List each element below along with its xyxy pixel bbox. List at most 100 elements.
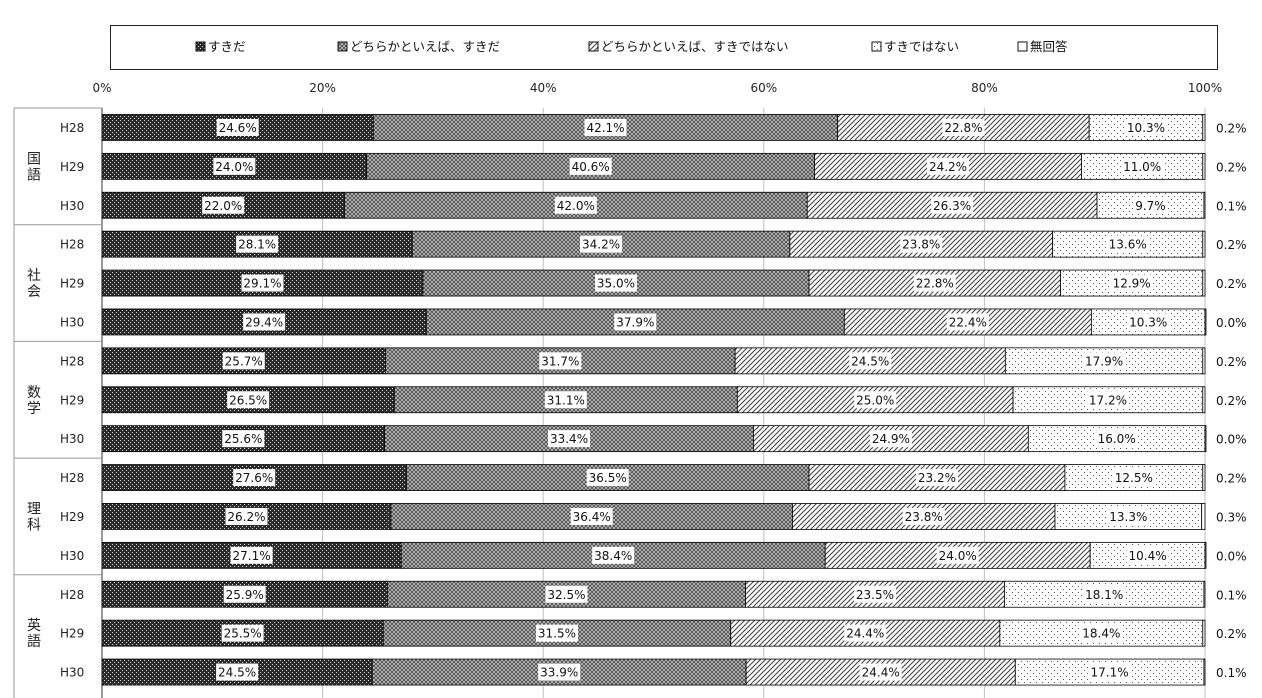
- data-label: 26.2%: [227, 510, 265, 524]
- data-label: 31.1%: [547, 393, 585, 407]
- data-label: 31.5%: [538, 627, 576, 641]
- data-label-bg: [213, 157, 256, 175]
- data-label-bg: [1088, 663, 1131, 681]
- data-label: 32.5%: [547, 588, 585, 602]
- data-label: 29.1%: [243, 277, 281, 291]
- data-label: 36.4%: [573, 510, 611, 524]
- data-label-outside: 0.3%: [1216, 510, 1247, 524]
- legend-swatch: [588, 41, 599, 52]
- data-label: 37.9%: [616, 315, 654, 329]
- data-label: 23.8%: [905, 510, 943, 524]
- data-label-bg: [548, 430, 591, 448]
- data-label-bg: [233, 469, 276, 487]
- data-label: 34.2%: [582, 238, 620, 252]
- data-label-bg: [230, 546, 273, 564]
- data-label-bg: [844, 624, 887, 642]
- data-label: 17.2%: [1089, 393, 1127, 407]
- data-label-bg: [538, 663, 581, 681]
- data-label-bg: [1126, 546, 1169, 564]
- data-label-bg: [1083, 352, 1126, 370]
- data-label-outside: 0.1%: [1216, 666, 1247, 680]
- data-label: 27.1%: [233, 549, 271, 563]
- data-label-outside: 0.2%: [1216, 394, 1247, 408]
- data-label-outside: 0.1%: [1216, 199, 1247, 213]
- data-label-outside: 0.2%: [1216, 472, 1247, 486]
- data-label-bg: [216, 663, 259, 681]
- data-label-bg: [869, 430, 912, 448]
- data-label-outside: 0.0%: [1216, 433, 1247, 447]
- data-label-bg: [544, 391, 587, 409]
- data-label-bg: [539, 352, 582, 370]
- row-year-label: H29: [60, 160, 84, 174]
- bars: 24.6% 42.1% 22.8% 10.3% 0.2% 24.0% 40.6% 24.2% 1…: [101, 114, 1247, 686]
- row-year-label: H30: [60, 199, 84, 213]
- bar-segment: [1204, 308, 1207, 336]
- data-label-bg: [1107, 507, 1150, 525]
- data-label: 13.6%: [1109, 238, 1147, 252]
- data-label: 25.0%: [856, 393, 894, 407]
- data-label: 23.2%: [918, 471, 956, 485]
- legend-swatch: [871, 41, 882, 52]
- data-label: 24.0%: [939, 549, 977, 563]
- data-label-bg: [216, 118, 259, 136]
- data-label-bg: [1106, 235, 1149, 253]
- data-label-bg: [223, 585, 266, 603]
- data-label: 10.3%: [1127, 121, 1165, 135]
- x-tick-label: 20%: [309, 81, 336, 95]
- data-label: 22.0%: [204, 199, 242, 213]
- data-label-outside: 0.1%: [1216, 588, 1247, 602]
- data-label: 17.9%: [1085, 354, 1123, 368]
- data-label-bg: [580, 235, 623, 253]
- data-label: 24.4%: [846, 627, 884, 641]
- data-label: 26.3%: [933, 199, 971, 213]
- data-label-bg: [942, 118, 985, 136]
- subject-label: 国語: [27, 151, 41, 183]
- row-year-label: H28: [60, 471, 84, 485]
- data-label: 24.9%: [872, 432, 910, 446]
- legend-label: どちらかといえば、すきだ: [350, 39, 500, 54]
- data-label-bg: [946, 313, 989, 331]
- data-label: 35.0%: [597, 277, 635, 291]
- data-label-bg: [913, 274, 956, 292]
- data-label-outside: 0.2%: [1216, 355, 1247, 369]
- row-year-label: H28: [60, 121, 84, 135]
- data-label-outside: 0.2%: [1216, 160, 1247, 174]
- data-label: 31.7%: [541, 354, 579, 368]
- data-label: 22.4%: [949, 315, 987, 329]
- data-label: 12.5%: [1115, 471, 1153, 485]
- data-label-outside: 0.2%: [1216, 121, 1247, 135]
- bar-segment: [1027, 425, 1206, 453]
- row-labels: H28 H29 H30 H28 H29 H30 H28 H29 H30 H28 H29 H30 H28 H…: [27, 121, 84, 680]
- bar-segment: [1202, 230, 1206, 258]
- data-label-outside: 0.2%: [1216, 238, 1247, 252]
- data-label: 16.0%: [1098, 432, 1136, 446]
- bar-segment: [1202, 386, 1206, 414]
- data-label-bg: [584, 118, 627, 136]
- data-label-bg: [936, 546, 979, 564]
- data-label: 25.9%: [226, 588, 264, 602]
- data-label-bg: [927, 157, 970, 175]
- data-label: 24.5%: [851, 354, 889, 368]
- data-label-bg: [236, 235, 279, 253]
- row-year-label: H30: [60, 315, 84, 329]
- data-label: 25.6%: [224, 432, 262, 446]
- data-label: 24.4%: [862, 666, 900, 680]
- bar-segment: [1202, 114, 1206, 141]
- bar-segment: [1202, 619, 1206, 647]
- row-year-label: H29: [60, 627, 84, 641]
- data-label: 23.8%: [902, 238, 940, 252]
- bar-segment: [1202, 152, 1206, 180]
- data-label-outside: 0.2%: [1216, 277, 1247, 291]
- row-year-label: H29: [60, 393, 84, 407]
- data-label-bg: [227, 391, 270, 409]
- data-label-bg: [225, 507, 268, 525]
- data-label-bg: [849, 352, 892, 370]
- data-label: 24.6%: [219, 121, 257, 135]
- data-label: 22.8%: [944, 121, 982, 135]
- bar-segment: [1204, 425, 1207, 453]
- bar-segment: [1203, 580, 1206, 608]
- data-label: 18.4%: [1082, 627, 1120, 641]
- data-label: 22.8%: [916, 277, 954, 291]
- bar-segment: [1203, 191, 1206, 219]
- data-label: 33.4%: [550, 432, 588, 446]
